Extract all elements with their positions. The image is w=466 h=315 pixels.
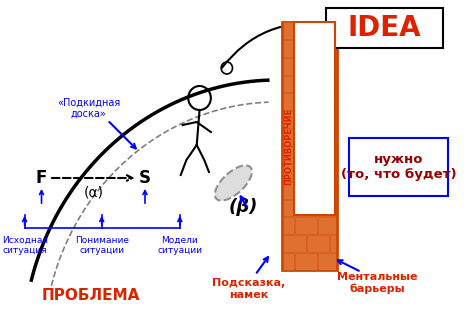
Bar — [295, 182, 317, 199]
Bar — [295, 111, 317, 128]
Text: (β): (β) — [229, 198, 259, 216]
Bar — [283, 111, 294, 128]
Bar — [330, 164, 336, 181]
Text: ПРОБЛЕМА: ПРОБЛЕМА — [41, 289, 140, 303]
Bar — [283, 164, 306, 181]
Bar — [307, 164, 329, 181]
Bar — [330, 129, 336, 146]
Bar — [283, 182, 294, 199]
Bar — [283, 76, 294, 93]
Text: Модели
ситуации: Модели ситуации — [158, 236, 202, 255]
Text: Ментальные
барьеры: Ментальные барьеры — [337, 272, 418, 294]
Bar — [330, 22, 336, 39]
Bar — [282, 22, 337, 270]
Bar — [326, 8, 443, 48]
Bar — [295, 217, 317, 234]
Bar — [318, 217, 336, 234]
Text: Исходная
ситуация: Исходная ситуация — [2, 236, 48, 255]
Bar — [295, 253, 317, 270]
Bar — [283, 146, 294, 163]
Bar — [307, 235, 329, 252]
Bar — [283, 253, 294, 270]
Ellipse shape — [215, 165, 252, 201]
Bar — [283, 199, 306, 216]
Bar — [307, 199, 329, 216]
Bar — [307, 129, 329, 146]
Bar — [283, 40, 294, 57]
Bar — [295, 76, 317, 93]
Bar — [330, 235, 336, 252]
Bar — [283, 93, 306, 110]
Text: Понимание
ситуации: Понимание ситуации — [75, 236, 129, 255]
Bar — [283, 217, 294, 234]
Bar — [283, 235, 306, 252]
Bar — [294, 22, 335, 215]
Bar — [295, 146, 317, 163]
Bar — [330, 199, 336, 216]
Text: ПРОТИВОРЕЧИЕ: ПРОТИВОРЕЧИЕ — [284, 107, 294, 185]
Text: Подсказка,
намек: Подсказка, намек — [212, 278, 285, 300]
Text: (α): (α) — [83, 185, 103, 199]
Bar — [330, 58, 336, 75]
Bar — [307, 58, 329, 75]
Bar — [330, 93, 336, 110]
Bar — [307, 22, 329, 39]
Bar — [318, 182, 336, 199]
Bar — [318, 76, 336, 93]
Text: S: S — [139, 169, 151, 187]
Bar — [318, 40, 336, 57]
Bar — [318, 146, 336, 163]
Text: IDEA: IDEA — [348, 14, 421, 42]
Bar — [283, 22, 306, 39]
Bar — [318, 253, 336, 270]
Text: нужно
(то, что будет): нужно (то, что будет) — [341, 153, 456, 181]
Bar — [283, 129, 306, 146]
Bar — [318, 111, 336, 128]
Bar — [349, 138, 448, 196]
Bar — [295, 40, 317, 57]
Text: «Подкидная
доска»: «Подкидная доска» — [57, 97, 120, 119]
Text: F: F — [36, 169, 47, 187]
Bar — [283, 58, 306, 75]
Bar — [307, 93, 329, 110]
